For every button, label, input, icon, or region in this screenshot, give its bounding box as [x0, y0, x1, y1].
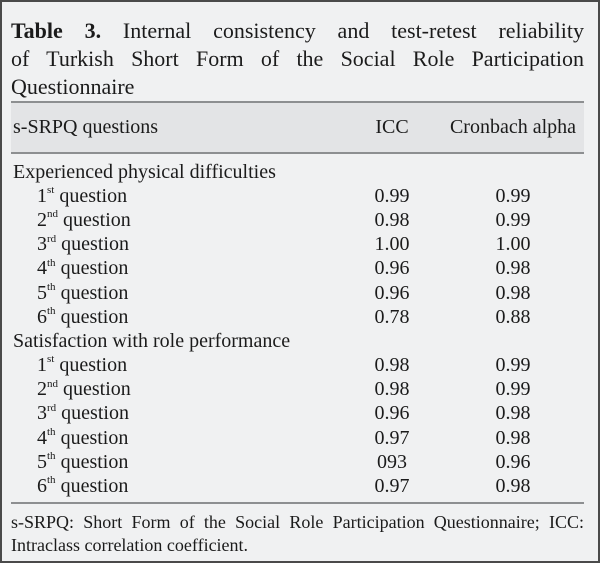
alpha-value: 0.99	[495, 354, 531, 377]
icc-value: 0.98	[374, 378, 410, 401]
footnote-line-1: s-SRPQ: Short Form of the Social Role Pa…	[11, 511, 584, 532]
icc-value: 0.78	[374, 305, 410, 328]
alpha-value: 0.98	[495, 402, 531, 425]
alpha-value: 0.98	[495, 426, 531, 449]
table-row: 5th question 0.96 0.98	[11, 281, 584, 305]
ordinal-suffix: rd	[47, 401, 57, 414]
table-row: 6th question 0.78 0.88	[11, 305, 584, 329]
alpha-value: 0.88	[495, 305, 531, 328]
table-caption-line-3: Questionnaire	[11, 74, 135, 99]
alpha-value: 1.00	[495, 233, 531, 256]
table-row: 2nd question 0.98 0.99	[11, 378, 584, 402]
table-body: Experienced physical difficulties 1st qu…	[11, 154, 584, 502]
icc-value: 0.96	[374, 281, 410, 304]
table-caption-text: Internal consistency and test-retest rel…	[122, 18, 584, 43]
section-heading: Satisfaction with role performance	[13, 329, 291, 352]
table-row: 6th question 0.97 0.98	[11, 474, 584, 498]
table-caption: Table 3. Internal consistency and test-r…	[11, 2, 584, 101]
table-row: 5th question 093 0.96	[11, 450, 584, 474]
ordinal-suffix: st	[47, 184, 55, 197]
question-label: 5th question	[37, 450, 129, 473]
icc-value: 0.97	[374, 426, 410, 449]
table-caption-line-2: of Turkish Short Form of the Social Role…	[11, 46, 584, 71]
table-number-label: Table 3.	[11, 18, 102, 43]
footnote-line-2: Intraclass correlation coefficient.	[11, 534, 249, 555]
column-header-cronbach-alpha: Cronbach alpha	[449, 116, 577, 138]
ordinal-suffix: th	[47, 426, 56, 438]
table-row: 4th question 0.96 0.98	[11, 257, 584, 281]
ordinal-suffix: th	[47, 474, 56, 487]
icc-value: 0.98	[374, 354, 410, 377]
alpha-value: 0.99	[495, 208, 531, 231]
alpha-value: 0.98	[495, 281, 531, 304]
table-content: Table 3. Internal consistency and test-r…	[11, 2, 584, 557]
ordinal-suffix: rd	[47, 232, 57, 245]
icc-value: 1.00	[374, 233, 410, 256]
question-label: 2nd question	[37, 208, 131, 231]
ordinal-suffix: nd	[47, 377, 58, 390]
ordinal-suffix: th	[47, 450, 56, 463]
column-header-icc: ICC	[375, 116, 409, 138]
column-header-questions: s-SRPQ questions	[13, 116, 159, 138]
icc-value: 0.98	[374, 208, 410, 231]
ordinal-suffix: nd	[47, 208, 58, 221]
ordinal-suffix: th	[47, 280, 56, 293]
table-header-row: s-SRPQ questions ICC Cronbach alpha	[11, 103, 584, 154]
ordinal-suffix: th	[47, 256, 56, 269]
bottom-rule	[11, 501, 584, 504]
question-label: 3rd question	[37, 401, 129, 425]
section-heading: Experienced physical difficulties	[13, 160, 276, 183]
icc-value: 0.99	[374, 184, 410, 207]
question-label: 1st question	[37, 184, 128, 207]
section-heading-row: Satisfaction with role performance	[11, 329, 584, 353]
question-label: 5th question	[37, 280, 129, 304]
ordinal-suffix: th	[47, 305, 56, 318]
table-caption-line-1: Table 3. Internal consistency and test-r…	[11, 17, 584, 45]
question-label: 4th question	[37, 426, 129, 449]
alpha-value: 0.98	[495, 257, 531, 280]
question-label: 6th question	[37, 305, 129, 328]
top-rule	[11, 101, 584, 103]
table-row: 4th question 0.97 0.98	[11, 426, 584, 450]
section-heading-row: Experienced physical difficulties	[11, 160, 584, 184]
table-row: 1st question 0.98 0.99	[11, 354, 584, 378]
question-label: 1st question	[37, 353, 128, 377]
table-row: 3rd question 0.96 0.98	[11, 402, 584, 426]
icc-value: 0.96	[374, 402, 410, 425]
table-row: 3rd question 1.00 1.00	[11, 233, 584, 257]
ordinal-suffix: st	[47, 353, 55, 366]
icc-value: 0.96	[374, 257, 410, 280]
question-label: 4th question	[37, 256, 129, 280]
icc-value: 093	[377, 450, 407, 473]
alpha-value: 0.96	[495, 450, 531, 473]
alpha-value: 0.99	[495, 378, 531, 401]
alpha-value: 0.99	[495, 184, 531, 207]
table-footnote: s-SRPQ: Short Form of the Social Role Pa…	[11, 504, 584, 557]
question-label: 6th question	[37, 474, 129, 498]
question-label: 3rd question	[37, 232, 129, 256]
question-label: 2nd question	[37, 377, 131, 401]
table-row: 1st question 0.99 0.99	[11, 184, 584, 208]
table-row: 2nd question 0.98 0.99	[11, 208, 584, 232]
icc-value: 0.97	[374, 475, 410, 498]
alpha-value: 0.98	[495, 475, 531, 498]
